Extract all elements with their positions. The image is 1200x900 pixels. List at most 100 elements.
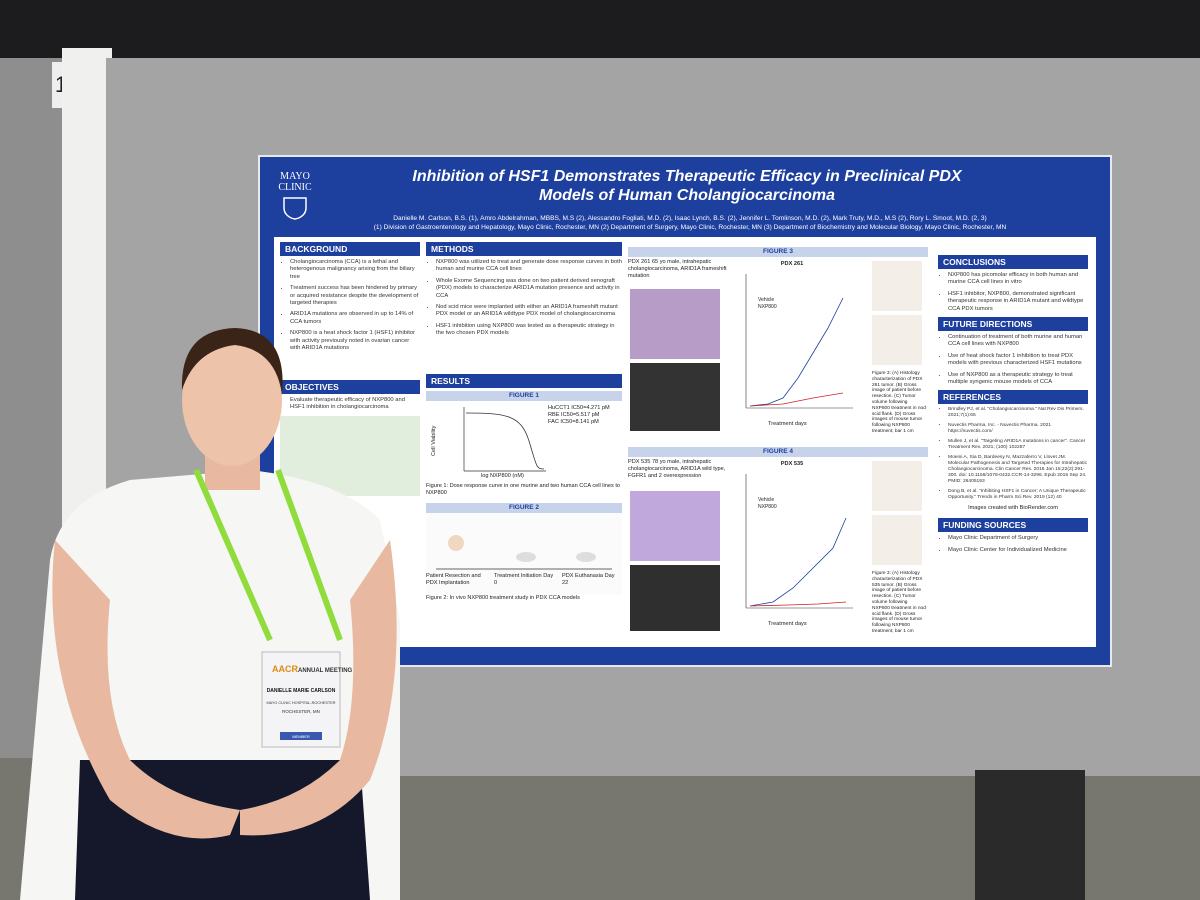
affiliations: (1) Division of Gastroenterology and Hep… [373, 224, 1007, 231]
histology-image [630, 491, 720, 561]
poster-body: BACKGROUND Cholangiocarcinoma (CCA) is a… [274, 237, 1096, 647]
logo-text: MAYO CLINIC [278, 171, 312, 193]
bullet-item: HSF1 inhibition using NXP800 was tested … [436, 323, 622, 338]
conclusions-section: CONCLUSIONS NXP800 has picomolar efficac… [938, 255, 1088, 558]
label-item: Treatment Initiation Day 0 [494, 573, 554, 586]
label-item: Vehicle [758, 297, 775, 303]
figure-description: PDX 535 78 yo male, intrahepatic cholang… [628, 459, 726, 479]
badge-location: ROCHESTER, MN [282, 709, 320, 714]
section-heading: FUNDING SOURCES [938, 518, 1088, 533]
arm [52, 540, 241, 839]
axis-label: Treatment days [768, 421, 807, 427]
authors: Danielle M. Carlson, B.S. (1), Amro Abde… [350, 214, 1030, 232]
badge-role: MEMBER [292, 734, 310, 739]
bullet-list: Mayo Clinic Department of Surgery Mayo Cl… [938, 535, 1088, 554]
growth-lines [745, 274, 853, 409]
bullet-item: NXP800 is a heat shock factor 1 (HSF1) i… [290, 330, 420, 352]
section-heading: OBJECTIVES [280, 380, 420, 394]
figure-description: PDX 261 65 yo male, intrahepatic cholang… [628, 259, 727, 279]
bullet-item: Cholangiocarcinoma (CCA) is a lethal and… [290, 259, 420, 281]
bullet-item: Nod scid mice were implanted with either… [436, 304, 622, 319]
note: Images created with BioRender.com [968, 505, 1058, 512]
bullet-item: NXP800 was utilized to treat and generat… [436, 259, 622, 274]
figure4: FIGURE 4 PDX 535 78 yo male, intrahepati… [628, 447, 928, 634]
axis-label: log NXP800 (nM) [481, 473, 524, 479]
badge-institution: MAYO CLINIC HOSPITAL-ROCHESTER [266, 701, 335, 705]
section-heading: CONCLUSIONS [938, 255, 1088, 269]
badge-name: DANIELLE MARIE CARLSON [267, 688, 336, 694]
chart-title: PDX 535 [780, 461, 804, 467]
bullet-list: Brindley PJ, et al. "Cholangiocarcinoma.… [938, 407, 1088, 501]
figure2-diagram: Patient Resection and PDX Implantation Tr… [426, 513, 622, 595]
bullet-item: Moeini A, Sia D, Bardeesy N, Mazzaferro … [948, 455, 1088, 485]
bullet-item: HSF1 inhibitor, NXP800, demonstrated sig… [948, 291, 1088, 313]
bullet-item: Whole Exome Sequencing was done on two p… [436, 278, 622, 300]
bullet-list: Evaluate therapeutic efficacy of NXP800 … [280, 397, 420, 412]
figure-caption: Figure 1: Dose response curve in one mur… [426, 483, 621, 496]
bullet-item: Use of NXP800 as a therapeutic strategy … [948, 372, 1088, 387]
methods-section: METHODS NXP800 was utilized to treat and… [426, 242, 622, 342]
face [182, 334, 282, 466]
tumor-image [872, 261, 922, 311]
figure-heading: FIGURE 1 [426, 391, 622, 401]
bullet-item: Mullen J, et al. "Targeting ARID1A mutat… [948, 439, 1088, 451]
growth-chart: PDX 261 Treatment days Vehicle NXP800 [728, 261, 856, 431]
label-item: HuCCT1 IC50=4.271 pM [548, 405, 610, 411]
bullet-item: Continuation of treatment of both murine… [948, 334, 1088, 349]
figure3: FIGURE 3 PDX 261 65 yo male, intrahepati… [628, 247, 928, 434]
bullet-item: ARID1A mutations are observed in up to 1… [290, 311, 420, 326]
legend: Vehicle NXP800 [758, 297, 777, 311]
figure-heading: FIGURE 4 [628, 447, 928, 457]
figure-heading: FIGURE 2 [426, 503, 622, 513]
author-list: Danielle M. Carlson, B.S. (1), Amro Abde… [393, 215, 987, 222]
stand [975, 770, 1085, 900]
label-item: NXP800 [758, 304, 777, 310]
tumor-image [872, 515, 922, 565]
section-heading: BACKGROUND [280, 242, 420, 256]
label-item: NXP800 [758, 504, 777, 510]
figure-caption: Figure 3: (A) Histology characterization… [872, 571, 926, 634]
badge-band [280, 732, 322, 740]
poster-title: Inhibition of HSF1 Demonstrates Therapeu… [412, 168, 962, 204]
label-item: Patient Resection and PDX Implantation [426, 573, 481, 586]
growth-lines [745, 474, 853, 609]
badge-meeting: ANNUAL MEETING [298, 668, 353, 674]
ct-image [630, 565, 720, 631]
section-heading: FUTURE DIRECTIONS [938, 317, 1088, 332]
bullet-item: Treatment success has been hindered by p… [290, 285, 420, 307]
bullet-item: Evaluate therapeutic efficacy of NXP800 … [290, 397, 420, 412]
growth-chart: PDX 535 Treatment days Vehicle NXP800 [728, 461, 856, 631]
bullet-item: Mayo Clinic Department of Surgery [948, 535, 1088, 542]
label-item: Vehicle [758, 497, 775, 503]
legend: Vehicle NXP800 [758, 497, 777, 511]
section-heading: REFERENCES [938, 390, 1088, 405]
bullet-list: Continuation of treatment of both murine… [938, 334, 1088, 386]
legend: HuCCT1 IC50=4.271 pM RBE IC50=5.517 pM FAC… [548, 405, 610, 426]
figure-caption: Figure 2: In vivo NXP800 treatment study… [426, 595, 580, 601]
bullet-list: NXP800 was utilized to treat and generat… [426, 259, 622, 338]
figure1-plot: Cell Viability log NXP800 (nM) HuCCT1 IC… [426, 401, 622, 483]
results-section: RESULTS FIGURE 1 Cell Viability log NXP8… [426, 374, 622, 602]
section-heading: METHODS [426, 242, 622, 256]
poster: MAYO CLINIC Inhibition of HSF1 Demonstra… [258, 155, 1112, 667]
figure-heading: FIGURE 3 [628, 247, 928, 257]
label-item: RBE IC50=5.517 pM [548, 412, 600, 418]
bullet-item: Mayo Clinic Center for Individualized Me… [948, 547, 1088, 554]
bullet-item: Nuvectis Pharma, Inc. - Nuvectis Pharma.… [948, 423, 1088, 435]
bullet-item: Dong B, et al. "Inhibiting HSF1 in Cance… [948, 489, 1088, 501]
bullet-item: NXP800 has picomolar efficacy in both hu… [948, 272, 1088, 287]
logo: MAYO CLINIC [270, 171, 320, 220]
tumor-image [872, 315, 922, 365]
badge-org: AACR [272, 664, 298, 674]
ct-image [630, 363, 720, 431]
step-labels: Patient Resection and PDX Implantation Tr… [426, 573, 622, 587]
arm [240, 540, 397, 836]
hair [181, 328, 283, 395]
histology-image [630, 289, 720, 359]
label-item: FAC IC50=8.141 pM [548, 419, 599, 425]
background-section: BACKGROUND Cholangiocarcinoma (CCA) is a… [280, 242, 420, 356]
axis-label: Treatment days [768, 621, 807, 627]
label-item: PDX Euthanasia Day 22 [562, 573, 615, 586]
tumor-image [872, 461, 922, 511]
